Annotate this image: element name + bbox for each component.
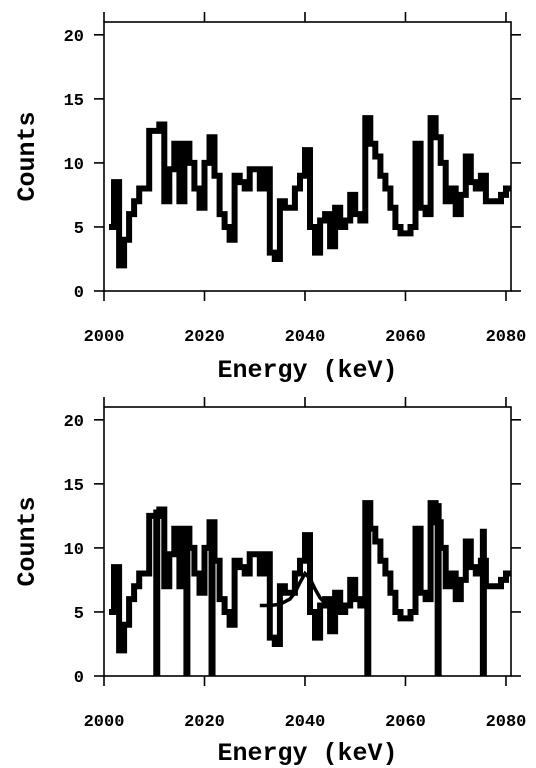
bottom-chart-panel: 2000 2020 2040 2060 2080 0 5 10 15 20 Energy (keV)… xyxy=(13,397,526,768)
y-axis-title: Counts xyxy=(13,111,42,201)
counts-histogram-line xyxy=(109,115,511,269)
y-tick-label: 20 xyxy=(64,413,84,432)
plot-frame xyxy=(103,406,512,677)
y-tick-label: 10 xyxy=(64,541,84,560)
plot-frame xyxy=(103,21,512,292)
y-tick-label: 0 xyxy=(74,284,84,303)
x-tick-label: 2080 xyxy=(486,713,527,732)
x-tick-label: 2020 xyxy=(184,328,225,347)
top-chart-panel: 2000 2020 2040 2060 2080 0 5 10 15 20 Energy (keV)… xyxy=(13,12,526,385)
y-tick-label: 15 xyxy=(64,477,84,496)
x-tick-label: 2060 xyxy=(385,328,426,347)
x-axis-title: Energy (keV) xyxy=(217,739,397,768)
x-axis-title: Energy (keV) xyxy=(217,356,397,385)
x-tick-label: 2040 xyxy=(285,713,326,732)
y-tick-label: 20 xyxy=(64,28,84,47)
x-tick-label: 2080 xyxy=(486,328,527,347)
y-axis-title: Counts xyxy=(13,496,42,586)
x-tick-label: 2040 xyxy=(285,328,326,347)
x-tick-label: 2020 xyxy=(184,713,225,732)
y-tick-label: 0 xyxy=(74,669,84,688)
fit-curve xyxy=(259,570,351,608)
y-tick-label: 5 xyxy=(74,605,84,624)
y-tick-label: 5 xyxy=(74,220,84,239)
x-tick-label: 2000 xyxy=(84,328,125,347)
y-tick-label: 15 xyxy=(64,92,84,111)
x-tick-label: 2060 xyxy=(385,713,426,732)
x-tick-label: 2000 xyxy=(84,713,125,732)
y-tick-label: 10 xyxy=(64,156,84,175)
